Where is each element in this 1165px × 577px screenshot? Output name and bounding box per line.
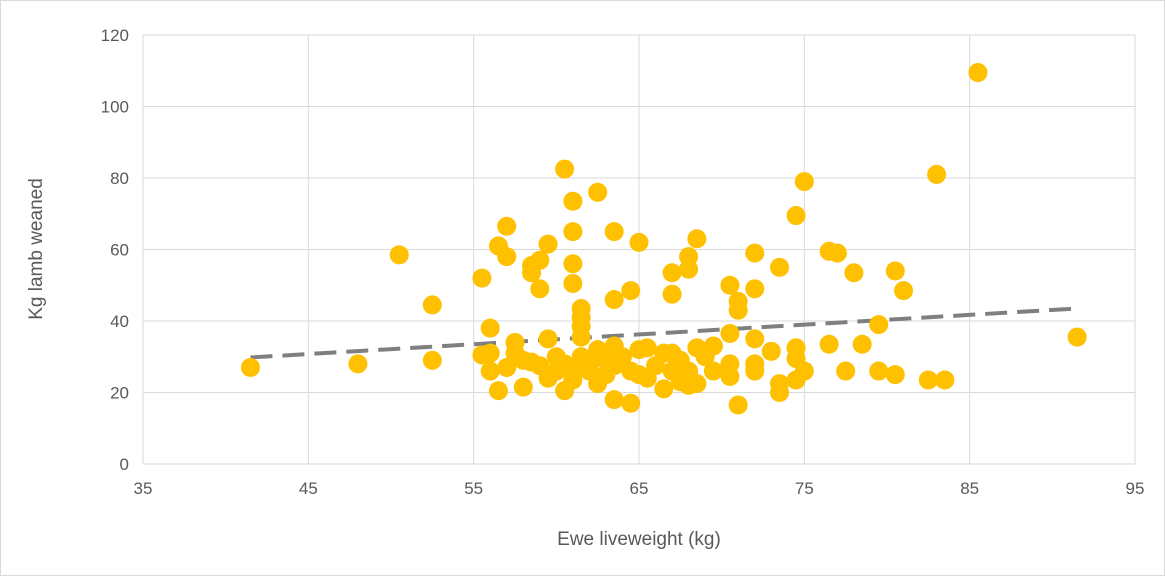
data-point <box>662 284 682 304</box>
data-point <box>720 324 740 344</box>
data-point <box>703 361 723 381</box>
data-point <box>703 336 723 356</box>
data-point <box>563 370 583 390</box>
data-point <box>869 361 889 381</box>
data-point <box>687 229 707 249</box>
x-tick-label: 35 <box>134 479 153 498</box>
x-tick-label: 45 <box>299 479 318 498</box>
gridlines <box>142 34 1136 465</box>
x-tick-label: 85 <box>960 479 979 498</box>
data-point <box>513 377 533 397</box>
data-point <box>422 295 442 315</box>
y-axis-title: Kg lamb weaned <box>26 178 47 320</box>
data-point <box>720 366 740 386</box>
trendline-layer <box>250 306 1078 360</box>
x-tick-label: 55 <box>464 479 483 498</box>
data-point <box>588 182 608 202</box>
tick-labels: 0 20 40 60 80 100 120 35 45 55 65 75 85 95 <box>101 26 1145 498</box>
y-tick-label: 0 <box>120 455 129 474</box>
data-point <box>968 63 988 83</box>
data-point <box>621 393 641 413</box>
data-point <box>728 395 748 415</box>
data-point <box>679 259 699 279</box>
data-point <box>612 347 632 367</box>
y-tick-label: 40 <box>110 312 129 331</box>
data-point <box>654 379 674 399</box>
data-point <box>935 370 955 390</box>
data-point <box>555 159 575 179</box>
data-point <box>480 318 500 338</box>
data-point <box>240 357 260 377</box>
data-point <box>604 390 624 410</box>
data-point <box>571 327 591 347</box>
data-point <box>885 261 905 281</box>
y-tick-label: 20 <box>110 384 129 403</box>
data-point <box>794 172 814 192</box>
data-point <box>604 290 624 310</box>
y-tick-label: 120 <box>101 26 129 45</box>
data-point <box>422 350 442 370</box>
data-point <box>918 370 938 390</box>
data-point <box>745 243 765 263</box>
x-tick-label: 65 <box>630 479 649 498</box>
data-point <box>488 381 508 401</box>
data-point <box>844 263 864 283</box>
data-point <box>927 164 947 184</box>
data-point <box>621 281 641 301</box>
data-point <box>794 361 814 381</box>
data-point <box>604 222 624 242</box>
x-tick-label: 75 <box>795 479 814 498</box>
data-point <box>497 357 517 377</box>
data-point <box>563 273 583 293</box>
data-point <box>637 338 657 358</box>
data-point <box>629 232 649 252</box>
data-point <box>538 329 558 349</box>
data-point <box>662 263 682 283</box>
data-point <box>869 315 889 335</box>
data-point <box>894 281 914 301</box>
y-tick-label: 100 <box>101 98 129 117</box>
data-point <box>563 191 583 211</box>
data-point <box>348 354 368 374</box>
x-tick-label: 95 <box>1126 479 1145 498</box>
data-point <box>530 250 550 270</box>
data-point <box>827 243 847 263</box>
data-point <box>819 334 839 354</box>
data-point <box>530 279 550 299</box>
data-point <box>786 206 806 226</box>
data-point <box>836 361 856 381</box>
data-point <box>497 216 517 236</box>
data-point <box>761 341 781 361</box>
y-tick-label: 60 <box>110 241 129 260</box>
data-point <box>728 300 748 320</box>
data-point <box>480 361 500 381</box>
data-point <box>745 329 765 349</box>
data-point <box>745 279 765 299</box>
trendline <box>250 306 1078 360</box>
data-point <box>480 343 500 363</box>
data-point <box>389 245 409 265</box>
data-point <box>687 374 707 394</box>
data-point <box>563 222 583 242</box>
data-point <box>720 275 740 295</box>
data-point <box>472 268 492 288</box>
data-point <box>885 365 905 385</box>
data-points <box>240 63 1087 415</box>
data-point <box>1067 327 1087 347</box>
y-tick-label: 80 <box>110 169 129 188</box>
data-point <box>852 334 872 354</box>
data-point <box>538 234 558 254</box>
data-point <box>745 361 765 381</box>
data-point <box>770 257 790 277</box>
data-point <box>770 383 790 402</box>
data-point <box>563 254 583 274</box>
data-point <box>497 247 517 267</box>
x-axis-title: Ewe liveweight (kg) <box>557 529 721 550</box>
